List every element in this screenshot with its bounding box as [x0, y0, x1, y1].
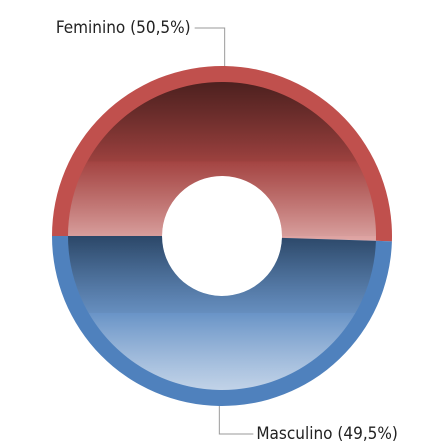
slice-label: Feminino (50,5%) [56, 18, 191, 38]
category-name: Feminino [56, 18, 125, 38]
slices [52, 66, 392, 407]
value-label: (50,5%) [130, 18, 191, 38]
slice-label: Masculino (49,5%) [256, 424, 398, 444]
category-name: Masculino [256, 424, 332, 444]
leader-line [194, 27, 226, 67]
labels: Feminino (50,5%) Masculino (49,5%) [56, 18, 398, 444]
shade-overlay [68, 81, 377, 390]
value-label: (49,5%) [337, 424, 398, 444]
leader-line [218, 405, 254, 435]
